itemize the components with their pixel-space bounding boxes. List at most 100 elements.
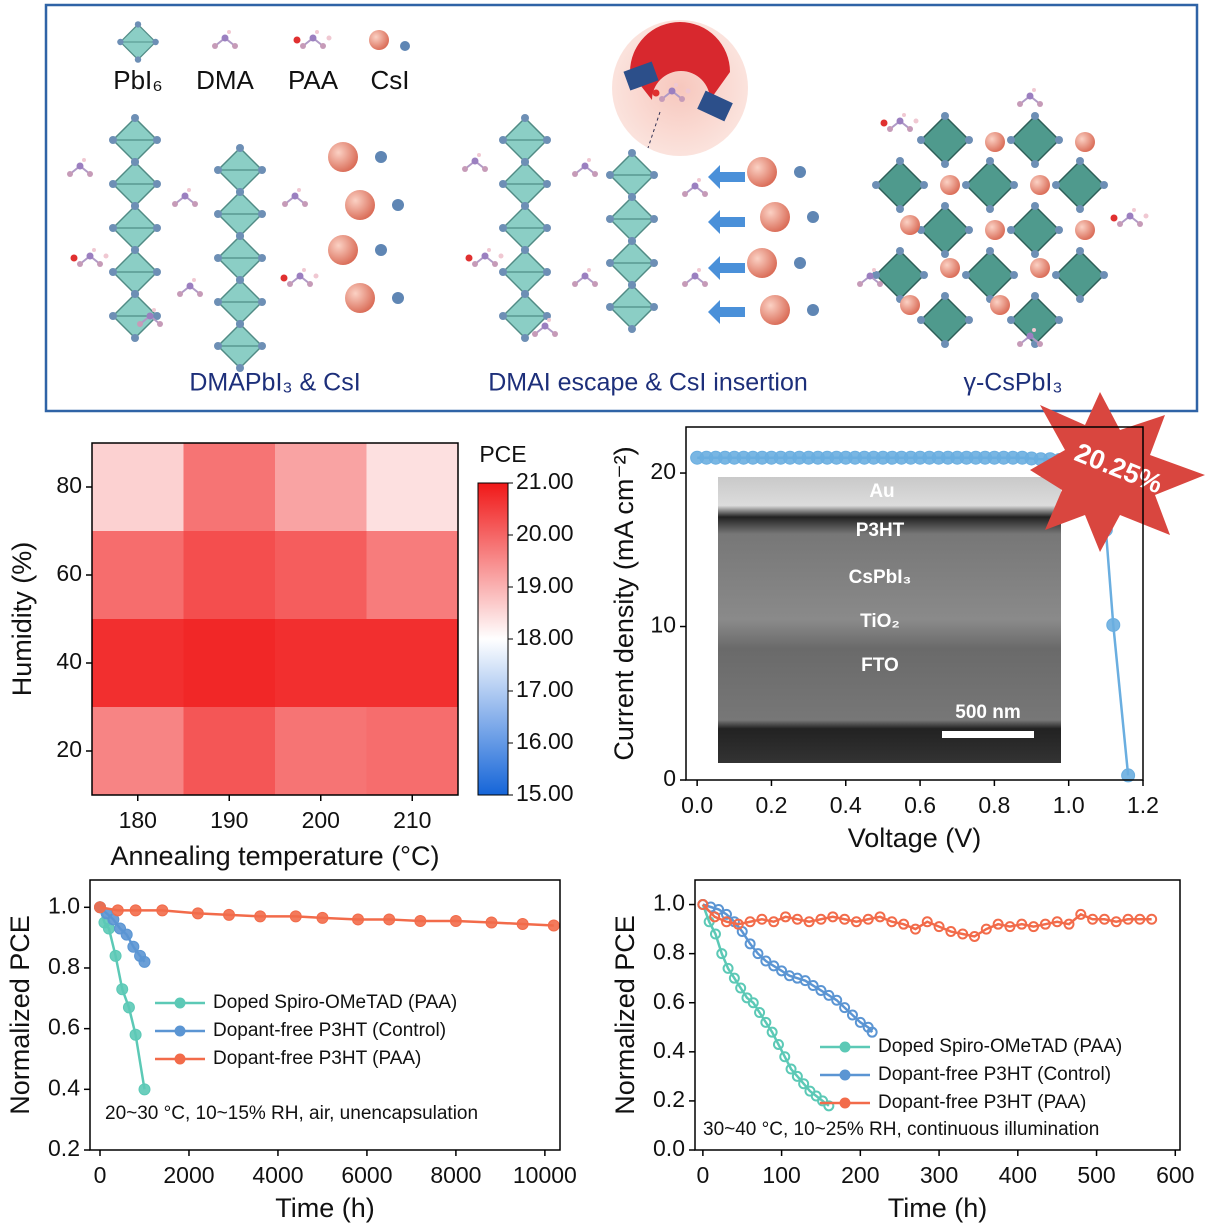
heat-cell bbox=[184, 707, 276, 795]
data-point bbox=[192, 908, 203, 919]
colorbar-tick-label: 17.00 bbox=[516, 676, 574, 702]
x-tick-label: 10000 bbox=[513, 1162, 577, 1188]
data-point bbox=[130, 905, 141, 916]
x-tick-label: 0.4 bbox=[830, 792, 862, 818]
schematic-legend: DMA bbox=[196, 65, 254, 95]
y-tick-label: 0.6 bbox=[653, 988, 685, 1014]
x-tick-label: 1.0 bbox=[1053, 792, 1085, 818]
y-tick-label: 0.4 bbox=[653, 1037, 685, 1063]
heat-cell bbox=[184, 619, 276, 707]
x-tick-label: 600 bbox=[1156, 1162, 1194, 1188]
data-point bbox=[139, 956, 150, 967]
x-tick-label: 0.0 bbox=[681, 792, 713, 818]
x-tick-label: 210 bbox=[393, 807, 431, 833]
y-tick-label: 0.2 bbox=[653, 1086, 685, 1112]
heat-cell bbox=[367, 707, 459, 795]
y-tick-label: 10 bbox=[650, 612, 676, 638]
data-point bbox=[290, 911, 301, 922]
heat-cell bbox=[184, 443, 276, 531]
data-point bbox=[1107, 618, 1120, 631]
data-point bbox=[123, 1002, 134, 1013]
y-tick-label: 60 bbox=[56, 560, 82, 586]
colorbar-tick-label: 20.00 bbox=[516, 520, 574, 546]
heat-cell bbox=[367, 531, 459, 619]
colorbar-tick-label: 21.00 bbox=[516, 468, 574, 494]
heat-cell bbox=[275, 443, 367, 531]
data-point bbox=[95, 902, 106, 913]
data-point bbox=[157, 905, 168, 916]
inset-label: CsPbI₃ bbox=[849, 567, 912, 588]
heat-cell bbox=[275, 707, 367, 795]
annotation: 30~40 °C, 10~25% RH, continuous illumina… bbox=[703, 1119, 1099, 1140]
legend-marker bbox=[175, 1026, 186, 1037]
data-point bbox=[110, 950, 121, 961]
schematic-legend: PAA bbox=[288, 65, 339, 95]
x-axis-label: Voltage (V) bbox=[848, 823, 982, 853]
colorbar bbox=[478, 483, 508, 795]
colorbar-tick-label: 19.00 bbox=[516, 572, 574, 598]
x-tick-label: 190 bbox=[210, 807, 248, 833]
legend-marker bbox=[840, 1070, 851, 1081]
legend-marker bbox=[840, 1042, 851, 1053]
stage-label: DMAPbI₃ & CsI bbox=[189, 369, 360, 397]
legend-label: Dopant-free P3HT (Control) bbox=[878, 1064, 1111, 1085]
data-point bbox=[117, 984, 128, 995]
x-tick-label: 0 bbox=[94, 1162, 107, 1188]
y-tick-label: 20 bbox=[650, 458, 676, 484]
legend-marker bbox=[175, 1054, 186, 1065]
figure: PbI₆ DMA PAA CsI DMAPbI₃ & CsI DMAI esca… bbox=[0, 0, 1211, 1228]
y-tick-label: 0.2 bbox=[48, 1135, 80, 1161]
x-tick-label: 400 bbox=[999, 1162, 1037, 1188]
legend-label: Dopant-free P3HT (PAA) bbox=[878, 1092, 1086, 1113]
y-tick-label: 80 bbox=[56, 472, 82, 498]
inset-label: 500 nm bbox=[955, 702, 1020, 723]
heat-cell bbox=[92, 531, 184, 619]
legend-marker bbox=[840, 1098, 851, 1109]
data-point bbox=[139, 1084, 150, 1095]
data-point bbox=[255, 911, 266, 922]
y-axis-label: Normalized PCE bbox=[5, 915, 35, 1115]
stage-label: DMAI escape & CsI insertion bbox=[488, 369, 808, 397]
data-point bbox=[317, 912, 328, 923]
schematic-legend: PbI₆ bbox=[113, 65, 163, 95]
colorbar-tick-label: 15.00 bbox=[516, 780, 574, 806]
y-tick-label: 0.8 bbox=[653, 939, 685, 965]
heat-cell bbox=[92, 619, 184, 707]
heat-cell bbox=[367, 619, 459, 707]
heat-cell bbox=[92, 443, 184, 531]
inset-label: P3HT bbox=[856, 520, 905, 541]
x-axis-label: Time (h) bbox=[888, 1193, 988, 1223]
y-tick-label: 1.0 bbox=[48, 892, 80, 918]
x-tick-label: 180 bbox=[119, 807, 157, 833]
x-tick-label: 200 bbox=[841, 1162, 879, 1188]
y-axis-label: Humidity (%) bbox=[7, 542, 37, 697]
x-axis-label: Annealing temperature (°C) bbox=[111, 841, 440, 871]
data-point bbox=[450, 915, 461, 926]
inset-label: Au bbox=[869, 481, 894, 502]
legend-label: Doped Spiro-OMeTAD (PAA) bbox=[878, 1036, 1122, 1057]
y-tick-label: 0.6 bbox=[48, 1014, 80, 1040]
data-point bbox=[112, 905, 123, 916]
annotation: 20~30 °C, 10~15% RH, air, unencapsulatio… bbox=[105, 1103, 478, 1124]
x-tick-label: 0.2 bbox=[755, 792, 787, 818]
legend-marker bbox=[175, 998, 186, 1009]
data-point bbox=[130, 1029, 141, 1040]
schematic-legend: CsI bbox=[371, 65, 410, 95]
x-tick-label: 0.6 bbox=[904, 792, 936, 818]
scale-bar bbox=[942, 731, 1034, 738]
y-tick-label: 0.0 bbox=[653, 1135, 685, 1161]
data-point bbox=[517, 918, 528, 929]
heat-cell bbox=[184, 531, 276, 619]
x-tick-label: 8000 bbox=[430, 1162, 481, 1188]
y-tick-label: 1.0 bbox=[653, 890, 685, 916]
y-tick-label: 0.8 bbox=[48, 953, 80, 979]
x-tick-label: 100 bbox=[762, 1162, 800, 1188]
data-point bbox=[353, 914, 364, 925]
legend-label: Doped Spiro-OMeTAD (PAA) bbox=[213, 992, 457, 1013]
inset-label: FTO bbox=[861, 655, 899, 676]
colorbar-tick-label: 18.00 bbox=[516, 624, 574, 650]
stage-label: γ-CsPbI₃ bbox=[963, 369, 1062, 397]
legend-label: Dopant-free P3HT (PAA) bbox=[213, 1048, 421, 1069]
x-tick-label: 4000 bbox=[252, 1162, 303, 1188]
x-tick-label: 6000 bbox=[341, 1162, 392, 1188]
